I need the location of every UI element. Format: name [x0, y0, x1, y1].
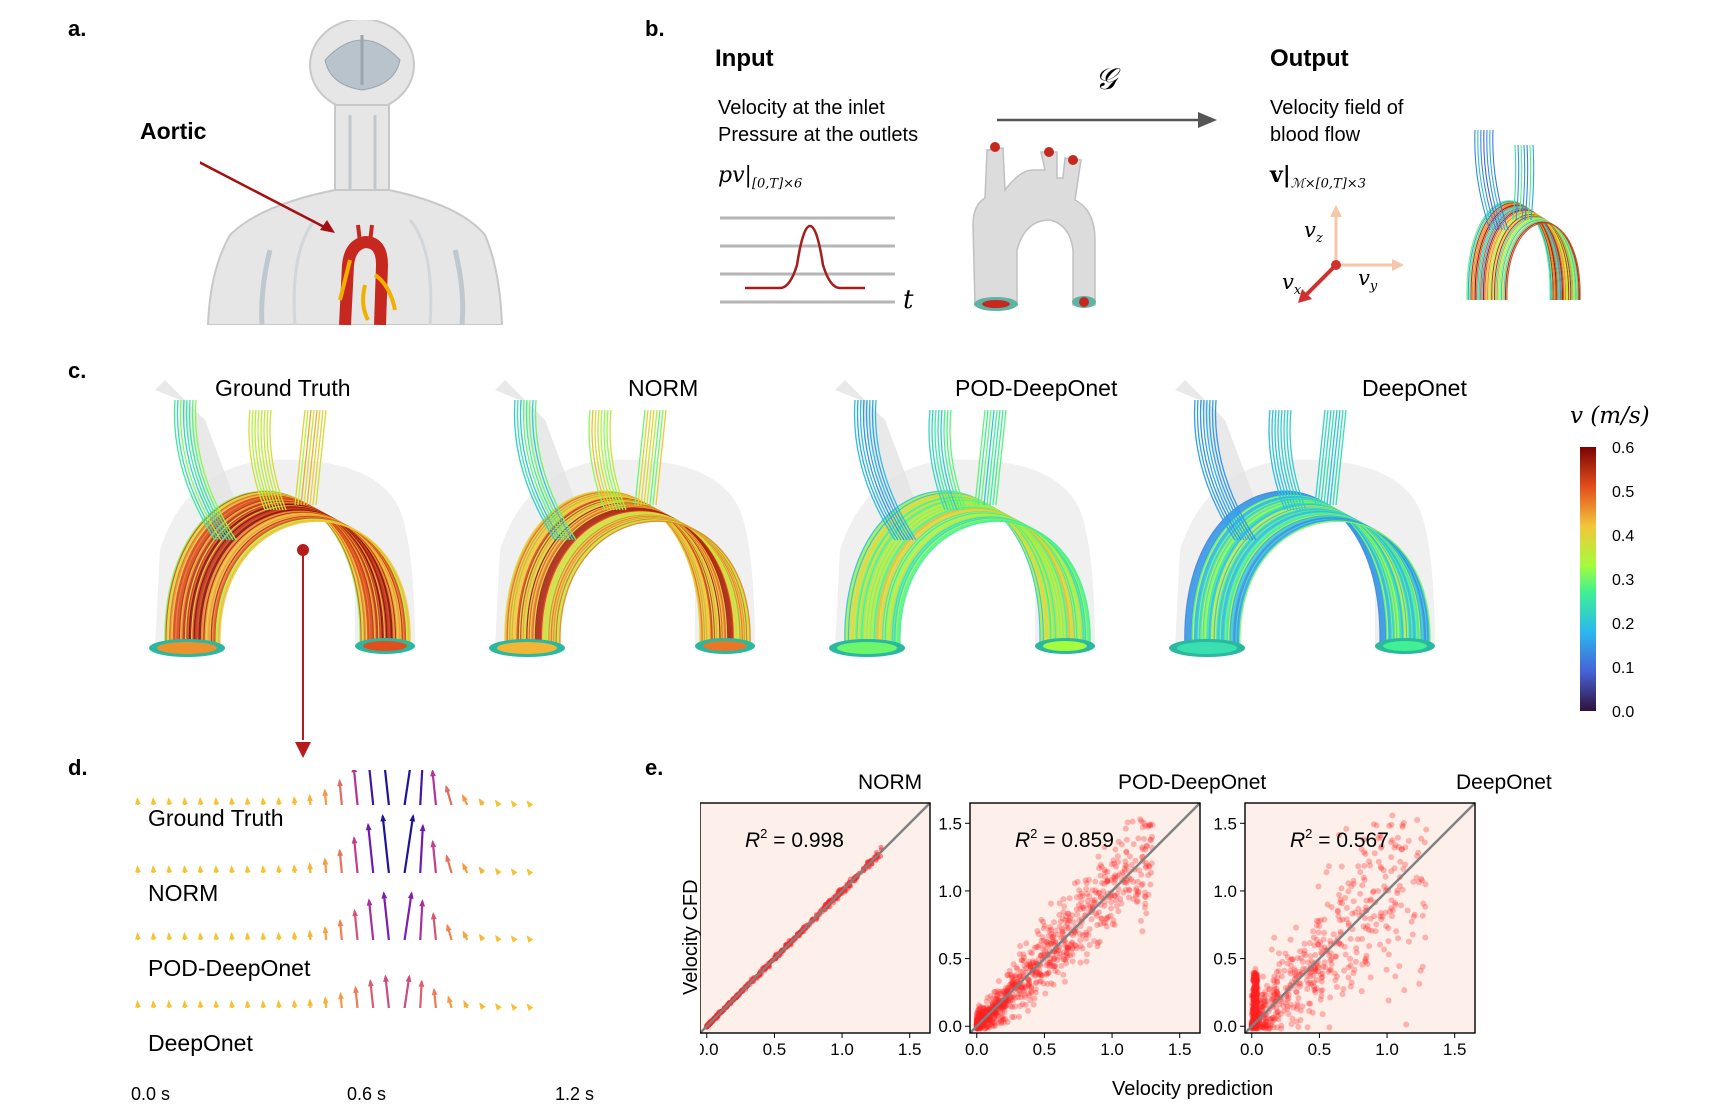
panel-label-b: b. [645, 16, 665, 41]
input-line-1: Velocity at the inlet [718, 97, 885, 119]
method-title-ground-truth: Ground Truth [215, 375, 351, 401]
colorbar-label-text: v (m/s) [1570, 403, 1650, 429]
axis-vx-label: vx [1282, 270, 1301, 298]
axis-vz-main: v [1304, 218, 1316, 242]
x-tick-label: 0.5 [1033, 1040, 1057, 1059]
input-math: pv|[0,T]×6 [718, 162, 802, 191]
aorta-deeponet [1169, 380, 1435, 657]
streamline-comparison [149, 380, 1435, 740]
human-anatomy-illustration [200, 20, 504, 325]
y-tick-label: 1.0 [1213, 882, 1237, 901]
axis-vy-main: v [1358, 266, 1370, 290]
axis-vz-label: vz [1304, 218, 1323, 246]
input-title: Input [715, 45, 774, 72]
aorta-norm [489, 380, 755, 657]
y-tick-label: 1.5 [938, 814, 962, 833]
quiver-label-deeponet: DeepOnet [148, 1030, 253, 1056]
colorbar-tick-2: 0.4 [1612, 528, 1635, 545]
time-symbol: t [903, 285, 914, 315]
scatter-pod-deeponet: 0.0 0.5 1.0 1.5 0.0 0.5 1.0 1.5 R2 = 0.859 [938, 802, 1201, 1059]
panel-label-d: d. [68, 755, 88, 780]
quiver-row-deeponet [135, 974, 534, 1011]
colorbar-tick-6: 0.0 [1612, 704, 1635, 721]
x-tick-label: 1.5 [898, 1040, 922, 1059]
x-tick-label: 0.5 [763, 1040, 787, 1059]
colorbar-tick-4: 0.2 [1612, 616, 1635, 633]
output-line-2: blood flow [1270, 124, 1361, 146]
scatter-plots: 0.00.51.01.50.00.51.01.5R2 = 0.998 0.00.… [700, 802, 1476, 1059]
operator-arrow [997, 112, 1217, 128]
quiver-label-norm: NORM [148, 880, 219, 906]
scatter-title-deeponet: DeepOnet [1456, 771, 1552, 794]
method-title-norm: NORM [628, 375, 699, 401]
colorbar [1580, 447, 1596, 711]
velocity-axes-diagram [1298, 205, 1404, 303]
output-line-1: Velocity field of [1270, 97, 1404, 119]
time-tick-mid: 0.6 s [347, 1084, 387, 1104]
axis-vz-sub: z [1315, 231, 1323, 247]
output-math-sub: ℳ×[0,T]×3 [1290, 176, 1366, 192]
velocity-quiver-plot [135, 770, 534, 1011]
r2-annotation: R2 = 0.567 [1290, 826, 1389, 852]
x-tick-label: 0.0 [1240, 1040, 1264, 1059]
y-tick-label: 0.0 [938, 1017, 962, 1036]
panel-label-a: a. [68, 16, 87, 41]
aorta-ground-truth [149, 380, 415, 657]
scatter-deeponet: 0.0 0.5 1.0 1.5 0.0 0.5 1.0 1.5 R2 = 0.567 [1213, 802, 1476, 1059]
input-line-2: Pressure at the outlets [718, 124, 919, 146]
colorbar-label: v (m/s) [1570, 402, 1650, 429]
x-tick-label: 0.0 [700, 1040, 719, 1059]
input-math-sub: [0,T]×6 [751, 176, 803, 192]
axis-vy-label: vy [1358, 266, 1377, 294]
x-tick-label: 0.0 [965, 1040, 989, 1059]
r2-annotation: R2 = 0.998 [745, 826, 844, 852]
aorta-streamlines-output [1466, 130, 1581, 301]
inlet-pulse-plot [720, 216, 895, 304]
scatter-title-pod-deeponet: POD-DeepOnet [1118, 771, 1267, 794]
scatter-norm: 0.00.51.01.50.00.51.01.5R2 = 0.998 [700, 802, 931, 1059]
colorbar-tick-3: 0.3 [1612, 572, 1635, 589]
scatter-title-norm: NORM [858, 771, 923, 794]
colorbar-tick-1: 0.5 [1612, 484, 1635, 501]
y-tick-label: 0.0 [1213, 1017, 1237, 1036]
output-title: Output [1270, 45, 1349, 72]
aortic-label: Aortic [140, 118, 207, 144]
quiver-label-ground-truth: Ground Truth [148, 805, 284, 831]
quiver-row-norm [135, 814, 534, 876]
input-math-main: pv| [718, 163, 752, 188]
x-tick-label: 1.0 [1375, 1040, 1399, 1059]
x-tick-label: 0.5 [1308, 1040, 1332, 1059]
colorbar-tick-0: 0.6 [1612, 440, 1635, 457]
quiver-row-ground-truth [135, 770, 534, 808]
y-tick-label: 0.5 [1213, 950, 1237, 969]
x-tick-label: 1.5 [1443, 1040, 1467, 1059]
quiver-label-pod-deeponet: POD-DeepOnet [148, 955, 311, 981]
axis-vy-sub: y [1369, 279, 1378, 295]
probe-arrowhead [295, 742, 311, 758]
panel-label-c: c. [68, 358, 87, 383]
aorta-pod-deeponet [829, 380, 1095, 657]
method-title-pod-deeponet: POD-DeepOnet [955, 375, 1118, 401]
time-tick-end: 1.2 s [555, 1084, 595, 1104]
x-tick-label: 1.0 [1100, 1040, 1124, 1059]
colorbar-tick-5: 0.1 [1612, 660, 1635, 677]
output-math: v|ℳ×[0,T]×3 [1270, 162, 1366, 191]
panel-label-e: e. [645, 755, 664, 780]
method-title-deeponet: DeepOnet [1362, 375, 1467, 401]
y-tick-label: 1.0 [938, 882, 962, 901]
operator-symbol: 𝒢 [1095, 62, 1117, 97]
y-axis-label: Velocity CFD [680, 879, 702, 995]
quiver-row-pod-deeponet [135, 891, 534, 943]
x-axis-label: Velocity prediction [1112, 1078, 1274, 1100]
output-math-main: v| [1270, 162, 1291, 188]
x-tick-label: 1.0 [830, 1040, 854, 1059]
y-tick-label: 1.5 [1213, 814, 1237, 833]
y-tick-label: 0.5 [938, 950, 962, 969]
time-tick-start: 0.0 s [131, 1084, 171, 1104]
axis-vx-main: v [1282, 270, 1294, 294]
aorta-geometry-input [972, 142, 1096, 311]
x-tick-label: 1.5 [1168, 1040, 1192, 1059]
r2-annotation: R2 = 0.859 [1015, 826, 1114, 852]
axis-vx-sub: x [1293, 283, 1302, 299]
